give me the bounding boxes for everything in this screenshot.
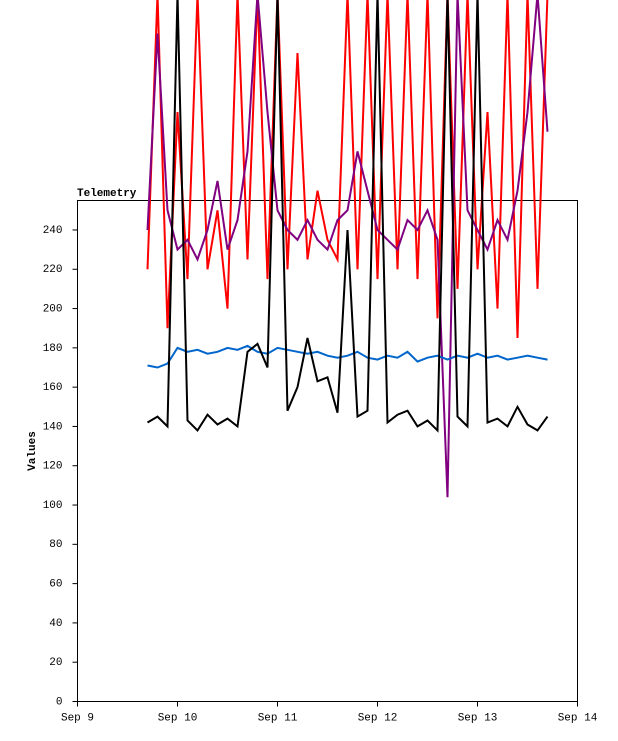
y-tick-label: 20 — [49, 657, 62, 669]
y-tick-label: 240 — [43, 225, 63, 237]
x-tick-label: Sep 10 — [158, 712, 198, 724]
series-line — [147, 344, 548, 369]
y-tick-label: 160 — [43, 382, 63, 394]
x-tick-label: Sep 12 — [358, 712, 398, 724]
plot-frame — [77, 200, 578, 702]
y-tick-label: 140 — [43, 421, 63, 433]
y-tick-label: 220 — [43, 264, 63, 276]
series-line — [146, 0, 549, 498]
y-tick-label: 80 — [49, 539, 62, 551]
x-tick-label: Sep 11 — [258, 712, 298, 724]
y-tick-label: 200 — [43, 303, 63, 315]
y-tick-label: 120 — [43, 461, 63, 473]
x-tick-label: Sep 13 — [458, 712, 498, 724]
series-line — [146, 0, 549, 339]
y-tick-label: 0 — [56, 696, 63, 708]
y-axis-label: Values — [27, 431, 39, 471]
y-tick-label: 100 — [43, 500, 63, 512]
x-tick-label: Sep 9 — [61, 712, 94, 724]
y-tick-label: 40 — [49, 618, 62, 630]
y-tick-label: 60 — [49, 579, 62, 591]
x-tick-label: Sep 14 — [558, 712, 598, 724]
chart-title: Telemetry — [77, 188, 137, 200]
series-line — [146, 0, 549, 433]
y-tick-label: 180 — [43, 343, 63, 355]
